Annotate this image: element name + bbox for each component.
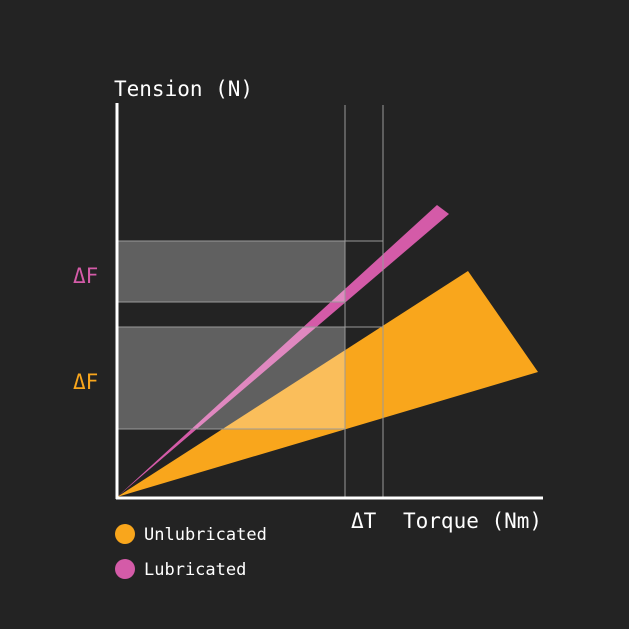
lubricated-wedge [117,205,449,497]
guide-lines [117,105,384,497]
legend-marker [115,524,135,544]
legend-label: Unlubricated [144,525,267,545]
x-axis-label: Torque (Nm) [403,509,542,533]
delta-f-band [117,327,345,429]
delta-f-label: ΔF [73,264,98,288]
delta-f-label: ΔF [73,370,98,394]
y-axis-label: Tension (N) [114,77,253,101]
legend-label: Lubricated [144,560,246,580]
unlubricated-wedge [117,271,538,497]
delta-t-label: ΔT [351,509,377,533]
legend-marker [115,559,135,579]
delta-f-band [117,241,345,302]
